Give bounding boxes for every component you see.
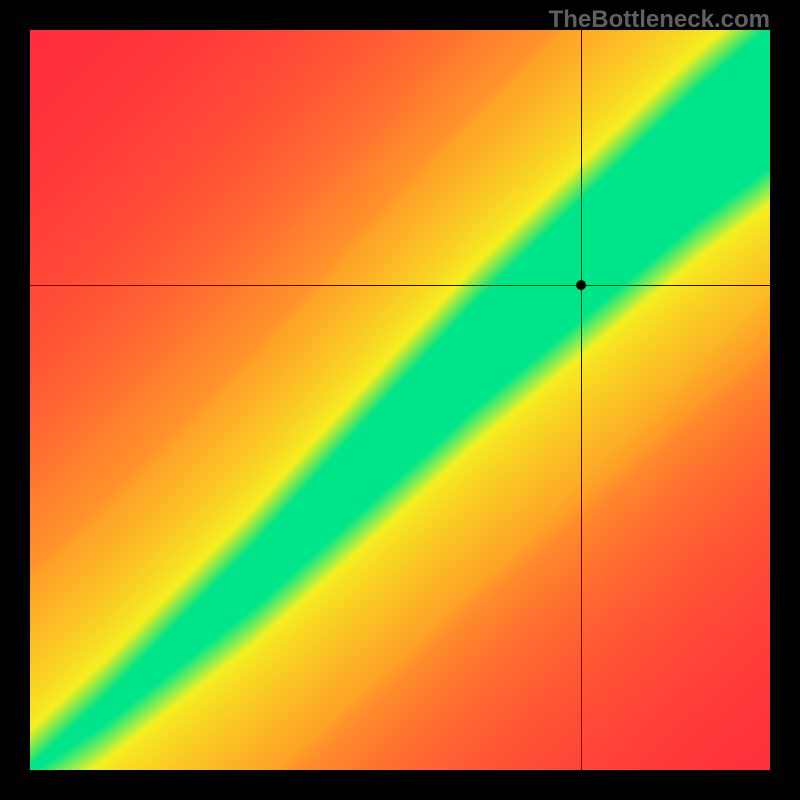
chart-container: TheBottleneck.com [0, 0, 800, 800]
watermark-text: TheBottleneck.com [549, 6, 770, 34]
heatmap-canvas [30, 30, 770, 770]
data-point-marker [576, 280, 586, 290]
crosshair-vertical [581, 30, 582, 770]
heatmap-chart [30, 30, 770, 770]
crosshair-horizontal [30, 285, 770, 286]
